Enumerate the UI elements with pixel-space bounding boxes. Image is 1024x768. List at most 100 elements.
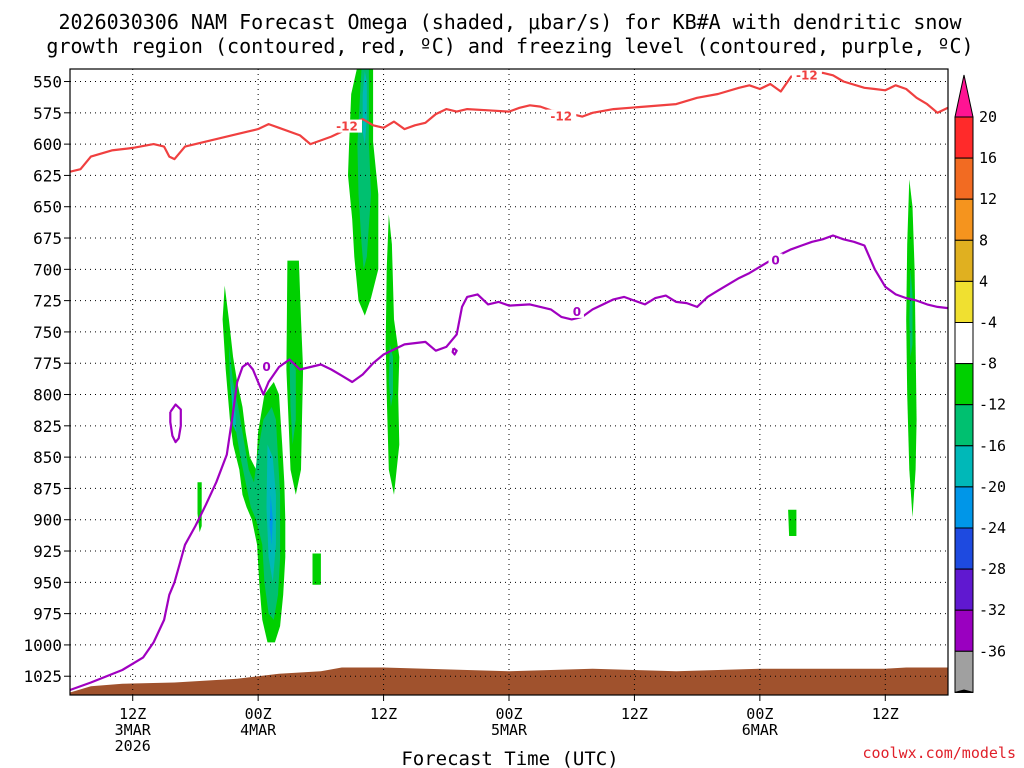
- y-tick-label: 925: [33, 542, 62, 561]
- x-tick-label: 2026: [115, 737, 151, 755]
- omega-region--4-12: [197, 482, 202, 533]
- contour-label-bg: [569, 304, 584, 318]
- colorbar-label: 8: [979, 231, 988, 249]
- omega-region--8-11: [289, 357, 296, 445]
- colorbar-segment-12: [954, 609, 974, 652]
- contour-label-bg: [259, 359, 274, 373]
- x-tick-label: 5MAR: [491, 721, 528, 739]
- contour-label: -12: [550, 110, 572, 124]
- omega-region--12-2: [362, 71, 367, 145]
- omega-region--4-13: [312, 553, 321, 585]
- x-tick-label: 12Z: [370, 705, 397, 723]
- colorbar: 20 16 12 8 4 -4 -8 -12 -16 -20 -24 -28 -32 -36: [954, 74, 1006, 693]
- colorbar-label: 12: [979, 190, 997, 208]
- chart-title-line-2: growth region (contoured, red, ºC) and f…: [46, 34, 973, 58]
- chart-title-line-1: 2026030306 NAM Forecast Omega (shaded, μ…: [58, 10, 962, 34]
- colorbar-segment-11: [954, 568, 974, 611]
- y-tick-label: 975: [33, 605, 62, 624]
- y-axis: 550 575 600 625 650 675 700 725 750 775 800 825 850 8…: [23, 73, 70, 686]
- colorbar-segment-6: [954, 363, 974, 406]
- x-tick-label: 4MAR: [240, 721, 277, 739]
- colorbar-label: -12: [979, 396, 1006, 414]
- y-tick-label: 575: [33, 104, 62, 123]
- y-tick-label: 1000: [23, 636, 62, 655]
- y-tick-label: 1025: [23, 667, 62, 686]
- x-tick-label: 3MAR: [115, 721, 152, 739]
- credit-text[interactable]: coolwx.com/models: [862, 744, 1016, 762]
- x-tick-label: 00Z: [746, 705, 773, 723]
- contour-line-1: [70, 234, 948, 692]
- colorbar-label: -4: [979, 314, 997, 332]
- colorbar-segment-7: [954, 404, 974, 447]
- colorbar-segment-4: [954, 280, 974, 323]
- colorbar-segment-2: [954, 198, 974, 241]
- contour-label-bg: [791, 69, 822, 82]
- y-tick-label: 750: [33, 323, 62, 342]
- contour-line-3: [451, 347, 458, 356]
- colorbar-top-arrow: [954, 74, 974, 118]
- omega-region--4-3: [385, 214, 400, 495]
- y-tick-label: 600: [33, 135, 62, 154]
- colorbar-label: -8: [979, 355, 997, 373]
- plot-frame: [69, 68, 949, 696]
- colorbar-segment-10: [954, 527, 974, 570]
- contour-label-bg: [546, 109, 577, 123]
- colorbar-label: 16: [979, 149, 997, 167]
- y-tick-label: 625: [33, 166, 62, 185]
- y-tick-label: 725: [33, 292, 62, 311]
- contour-line-2: [169, 403, 182, 444]
- contour-label: -12: [796, 68, 818, 82]
- x-tick-label: 6MAR: [742, 721, 779, 739]
- y-tick-label: 800: [33, 386, 62, 405]
- y-tick-label: 875: [33, 479, 62, 498]
- y-tick-label: 850: [33, 448, 62, 467]
- colorbar-segment-5: [954, 322, 974, 365]
- y-tick-label: 550: [33, 73, 62, 92]
- contour-line-0: [70, 71, 948, 173]
- colorbar-label: -24: [979, 519, 1006, 537]
- plot-area: -12 -12 -12 0 0 0: [69, 68, 949, 696]
- x-tick-label: 00Z: [495, 705, 522, 723]
- omega-region--8-6: [228, 344, 281, 620]
- colorbar-label: -32: [979, 601, 1006, 619]
- contour-label-bg: [768, 253, 783, 267]
- colorbar-label: 4: [979, 272, 988, 290]
- contour-label: 0: [262, 360, 270, 374]
- colorbar-segment-1: [954, 157, 974, 200]
- colorbar-label: -20: [979, 478, 1006, 496]
- y-tick-label: 825: [33, 417, 62, 436]
- omega-region--8-4: [388, 344, 393, 407]
- y-tick-label: 775: [33, 354, 62, 373]
- x-tick-label: 00Z: [245, 705, 272, 723]
- colorbar-bottom-arrow: [954, 689, 974, 693]
- surface-terrain: [70, 667, 948, 695]
- colorbar-label: -28: [979, 560, 1006, 578]
- y-tick-label: 700: [33, 260, 62, 279]
- x-axis-label: Forecast Time (UTC): [401, 748, 618, 768]
- colorbar-segment-8: [954, 445, 974, 488]
- colorbar-segment-3: [954, 239, 974, 282]
- contour-label-bg: [331, 119, 362, 133]
- plot-content: -12 -12 -12 0 0 0: [70, 68, 948, 695]
- colorbar-segment-13: [954, 650, 974, 693]
- contour-label: 0: [771, 254, 779, 268]
- y-tick-label: 950: [33, 573, 62, 592]
- colorbar-label: -16: [979, 437, 1006, 455]
- y-tick-label: 650: [33, 198, 62, 217]
- x-tick-label: 12Z: [872, 705, 899, 723]
- contour-label: 0: [573, 305, 581, 319]
- colorbar-segment-9: [954, 486, 974, 529]
- x-tick-label: 12Z: [119, 705, 146, 723]
- y-tick-label: 900: [33, 511, 62, 530]
- omega-region--4-16: [788, 509, 797, 536]
- y-tick-label: 675: [33, 229, 62, 248]
- colorbar-label: 20: [979, 108, 997, 126]
- omega-region--16-9: [269, 494, 273, 545]
- colorbar-segment-0: [954, 116, 974, 159]
- x-tick-label: 12Z: [621, 705, 648, 723]
- colorbar-label: -36: [979, 642, 1006, 660]
- contour-label: -12: [336, 120, 358, 134]
- omega-region--8-15: [909, 269, 913, 357]
